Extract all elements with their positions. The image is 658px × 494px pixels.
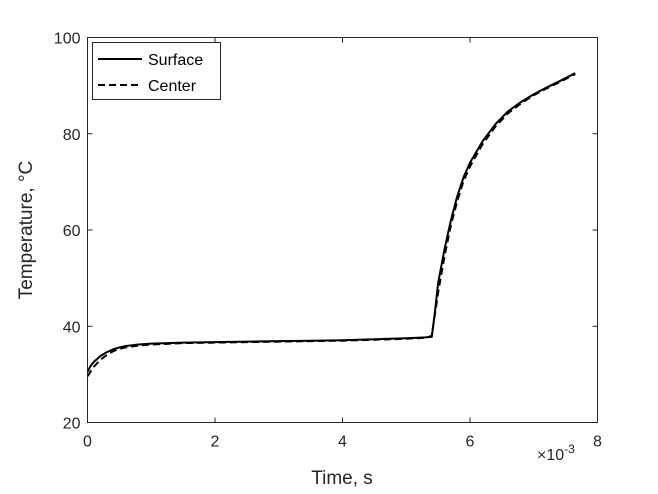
x-tick-label: 6 [466,434,475,451]
legend: Surface Center [92,42,221,100]
x-tick-label: 4 [338,434,347,451]
y-tick-label: 40 [63,319,81,336]
y-tick-label: 20 [63,416,81,433]
x-axis-label: Time, s [311,468,373,489]
x-tick-label: 0 [83,434,92,451]
y-tick-label: 60 [63,223,81,240]
x-exponent-power: -3 [564,442,575,456]
legend-label-surface: Surface [148,52,203,69]
x-exponent-label: ×10-3 [537,442,575,464]
series-line-center [86,73,576,377]
y-tick-label: 100 [54,31,81,48]
y-tick-label: 80 [63,127,81,144]
x-tick-label: 8 [593,434,602,451]
legend-label-center: Center [148,78,197,95]
x-tick-label: 2 [211,434,220,451]
y-axis-label: Temperature, °C [16,161,37,300]
tick-layer: 0 2 4 6 8 20 40 60 80 100 [54,31,602,451]
legend-box [92,42,221,100]
x-exponent-base: ×10 [537,447,564,464]
series-layer [86,72,576,377]
